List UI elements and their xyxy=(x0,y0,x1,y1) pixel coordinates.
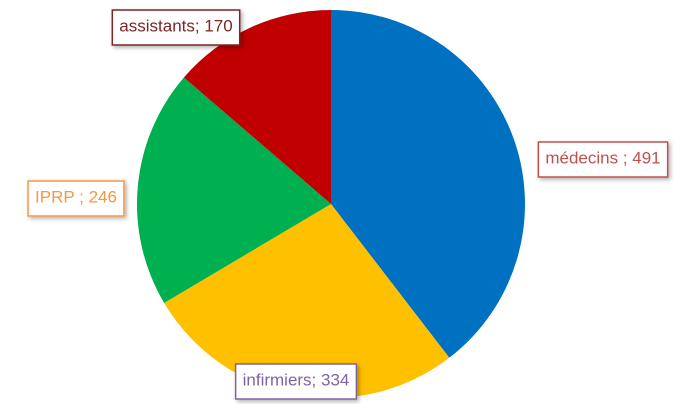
pie-slice xyxy=(331,10,525,358)
data-label-box xyxy=(111,9,241,46)
data-label-box xyxy=(234,363,358,400)
data-label-box xyxy=(27,180,125,217)
data-label: médecins ; 491 xyxy=(545,148,660,167)
data-label: IPRP ; 246 xyxy=(35,187,117,206)
pie-slice xyxy=(137,77,331,303)
pie-slice xyxy=(183,10,331,204)
data-label: infirmiers; 334 xyxy=(243,370,350,389)
data-label-box xyxy=(537,141,669,178)
data-label: assistants; 170 xyxy=(119,16,232,35)
pie-slice xyxy=(164,204,450,398)
